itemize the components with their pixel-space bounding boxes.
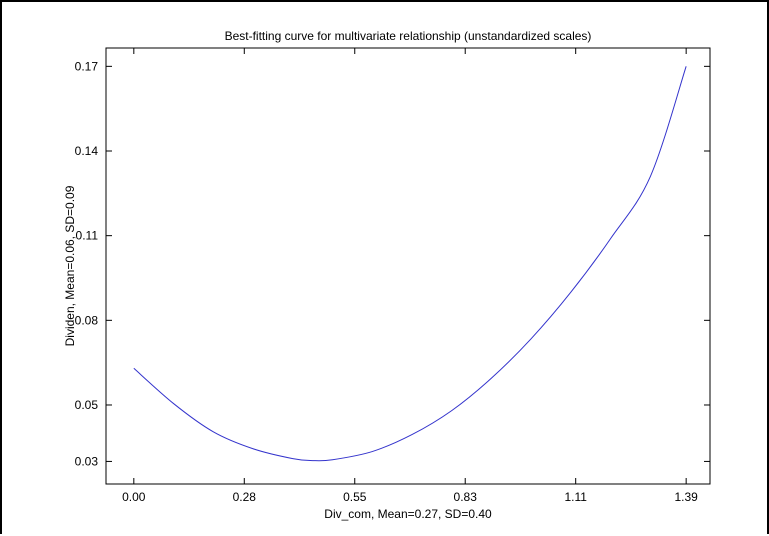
x-tick-label: 1.39 (674, 490, 698, 504)
x-axis: 0.00 0.28 0.55 0.83 1.11 1.39 (122, 48, 698, 504)
x-tick-label: 0.28 (233, 490, 257, 504)
y-tick-label: 0.11 (76, 229, 99, 243)
y-tick-label: 0.17 (75, 59, 99, 73)
x-tick-label: 0.83 (454, 490, 478, 504)
y-tick-label: 0.05 (75, 398, 99, 412)
series-layer (133, 66, 687, 462)
chart-title: Best-fitting curve for multivariate rela… (225, 29, 592, 43)
x-tick-label: 1.11 (564, 490, 587, 504)
y-tick-label: 0.14 (75, 144, 99, 158)
x-tick-label: 0.55 (343, 490, 367, 504)
y-tick-label: 0.03 (75, 454, 99, 468)
y-axis-title: Dividen, Mean=0.06, SD=0.09 (63, 185, 77, 346)
series-line-0 (133, 66, 687, 462)
y-tick-label: 0.08 (75, 313, 99, 327)
x-axis-title: Div_com, Mean=0.27, SD=0.40 (324, 507, 492, 521)
x-tick-label: 0.00 (122, 490, 146, 504)
plot-area (105, 47, 711, 485)
y-axis: 0.03 0.05 0.08 0.11 0.14 0.17 (75, 59, 710, 468)
